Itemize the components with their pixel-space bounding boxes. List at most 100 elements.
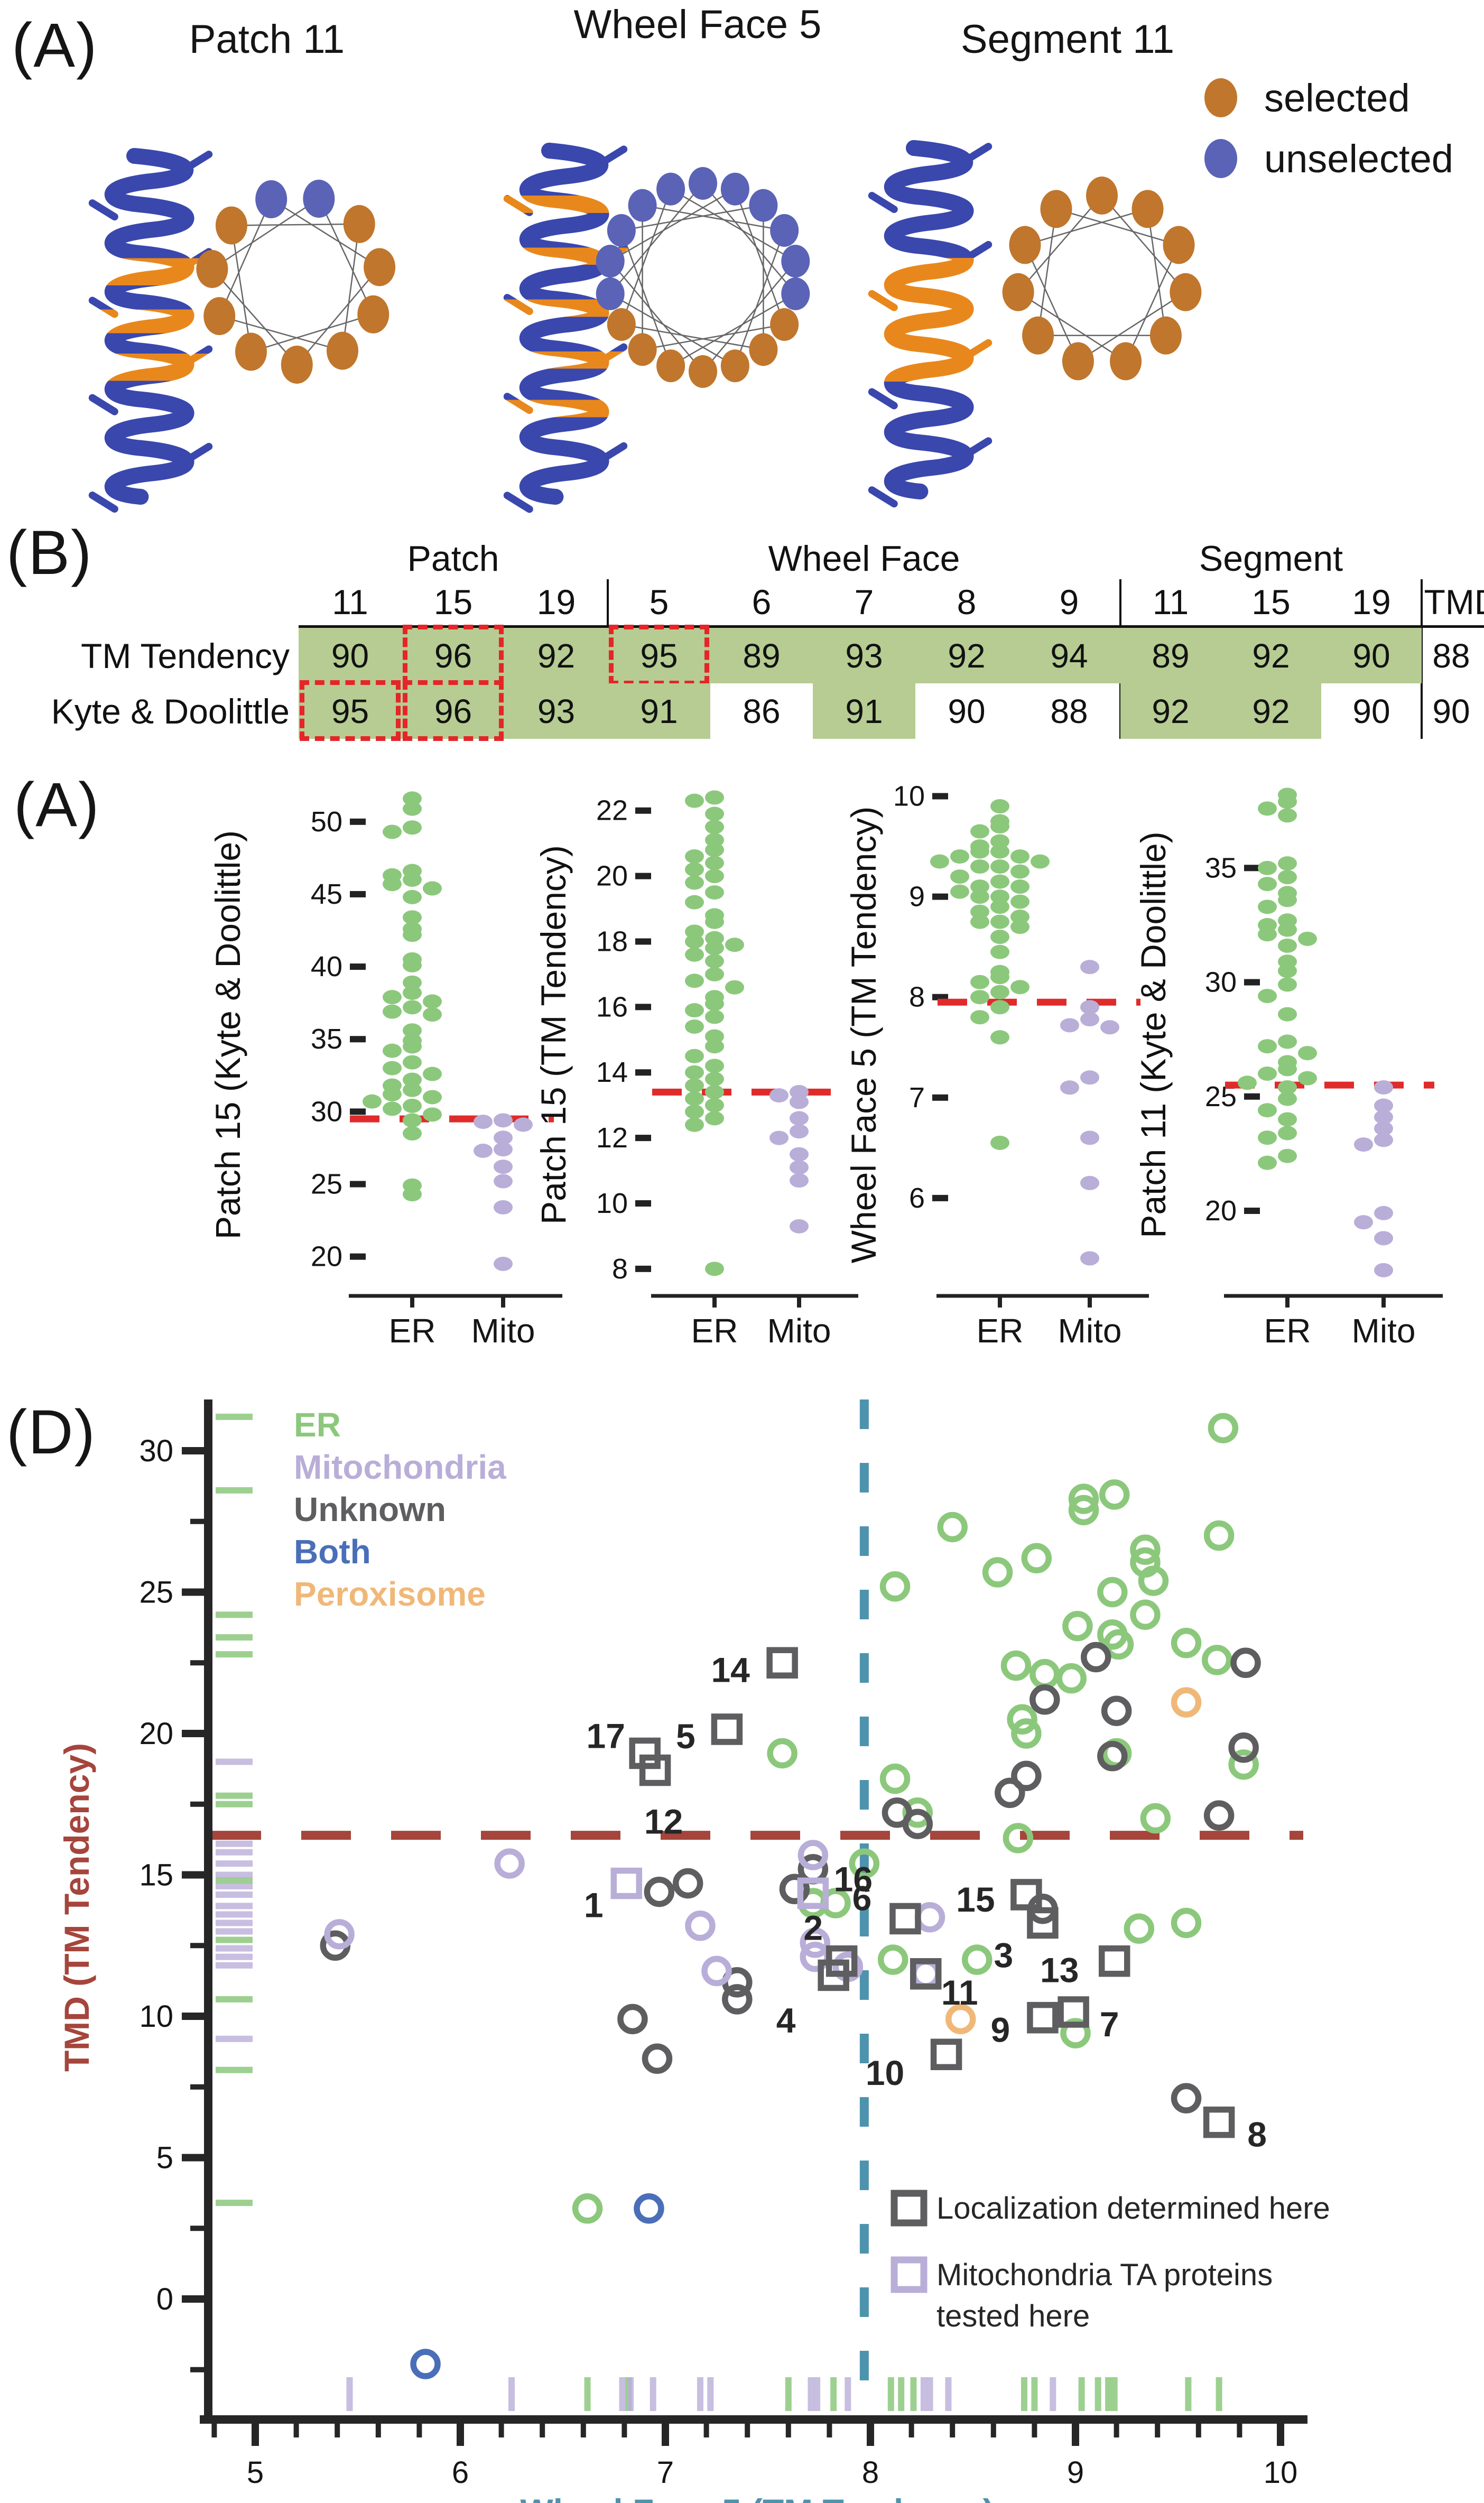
mito-dot [790, 1111, 809, 1126]
wheel-residue-unselected [596, 277, 625, 310]
er-dot [990, 1030, 1009, 1045]
table-group-header: Patch [407, 539, 499, 579]
wheel-chord [702, 183, 796, 294]
rug-y-er [216, 1801, 253, 1807]
er-dot [1258, 1039, 1277, 1054]
mito-dot [790, 1219, 809, 1234]
table-highlight [402, 628, 505, 683]
er-dot [990, 819, 1009, 834]
er-dot [1298, 1071, 1317, 1086]
category-label-mito: Mito [1058, 1312, 1122, 1350]
mito-dot [1080, 1070, 1099, 1085]
er-dot [705, 1029, 724, 1044]
y-tick-label: 8 [909, 981, 925, 1013]
er-dot [685, 947, 704, 962]
point-unknown [1081, 1642, 1111, 1673]
table-highlight [1120, 628, 1221, 683]
er-dot [990, 900, 1009, 914]
point-er [902, 1797, 933, 1828]
category-label-er: ER [977, 1312, 1024, 1350]
mito-dot [494, 1142, 513, 1157]
category-label-mito: Mito [767, 1312, 831, 1350]
er-dot [990, 930, 1009, 944]
mito-dot [1060, 1080, 1079, 1095]
er-dot [970, 904, 989, 919]
wheel-residue-selected [326, 331, 358, 370]
point-both [634, 2193, 664, 2224]
y-tick-mark [635, 873, 651, 879]
point-unknown [642, 2043, 673, 2074]
point-er [1068, 1484, 1099, 1514]
wheel-chord [211, 198, 320, 270]
table-highlight [299, 628, 402, 683]
wheel-chord [219, 199, 272, 317]
er-dot [383, 1087, 402, 1101]
category-tick [1381, 1296, 1386, 1308]
marker-legend-text: Mitochondria TA proteins [936, 2258, 1273, 2292]
rug-y-er [216, 1996, 253, 2003]
mito-dot [1374, 1110, 1393, 1125]
er-dot [403, 910, 422, 925]
er-dot [685, 1117, 704, 1132]
helix-sidechain [598, 145, 628, 167]
rug-y-er [216, 1792, 253, 1799]
category-tick [1088, 1296, 1092, 1308]
er-dot [705, 790, 724, 805]
point-unknown [902, 1809, 933, 1839]
x-minor-tick [1114, 2424, 1119, 2437]
scatter-legend-both: Both [294, 1533, 371, 1571]
mito-dot [494, 1174, 513, 1189]
wheel-residue-selected [607, 308, 636, 341]
wheel-title: Patch 11 [189, 17, 345, 62]
rug-x-mito [945, 2377, 952, 2411]
marker-legend-square-unknown [891, 2190, 928, 2227]
er-dot [1278, 870, 1297, 885]
er-dot [685, 1003, 704, 1018]
mito-dot [1374, 1080, 1393, 1095]
dotplot-ylabel: Patch 15 (Kyte & Doolittle) [208, 830, 247, 1239]
point-er [849, 1848, 880, 1879]
rug-x-mito [845, 2377, 851, 2411]
category-tick [410, 1296, 414, 1308]
er-dot [950, 849, 969, 864]
y-tick-label: 9 [909, 881, 925, 913]
er-dot [1278, 938, 1297, 953]
wheel-residue-selected [1002, 273, 1034, 311]
rug-x-mito [808, 2377, 814, 2411]
square-14 [766, 1647, 798, 1679]
wheel-residue-unselected [781, 245, 810, 278]
rug-y-mito [216, 1840, 253, 1847]
er-dot [970, 975, 989, 989]
er-dot [705, 1111, 724, 1126]
er-dot [1010, 910, 1029, 924]
square-label-10: 10 [866, 2053, 904, 2092]
point-er [1140, 1803, 1171, 1834]
table-highlight [299, 683, 402, 739]
wheel-residue-unselected [607, 214, 636, 247]
er-dot [383, 824, 402, 839]
rug-y-er [216, 1936, 253, 1943]
x-minor-tick [375, 2424, 381, 2437]
point-unknown [672, 1868, 703, 1899]
table-highlight [402, 683, 505, 739]
er-dot [685, 862, 704, 877]
er-dot [1010, 894, 1029, 909]
rug-x-mito [697, 2377, 703, 2411]
table-col-header: 15 [1251, 582, 1291, 622]
mito-dot [790, 1160, 809, 1175]
y-major-tick [182, 1447, 205, 1454]
er-dot [705, 1262, 724, 1276]
wheel-chord [610, 293, 736, 367]
er-dot [383, 990, 402, 1005]
table-cell-value: 89 [1152, 636, 1190, 675]
square-label-12: 12 [644, 1802, 683, 1841]
x-minor-tick [293, 2424, 299, 2437]
wheel-chord [1025, 208, 1148, 246]
y-tick-label: 14 [596, 1056, 628, 1088]
y-tick-label: 35 [1205, 852, 1237, 884]
er-dot [990, 914, 1009, 929]
square-label-9: 9 [991, 2010, 1010, 2050]
helix-sidechain [598, 442, 628, 463]
square-label-3: 3 [994, 1935, 1014, 1974]
er-dot [383, 1101, 402, 1116]
